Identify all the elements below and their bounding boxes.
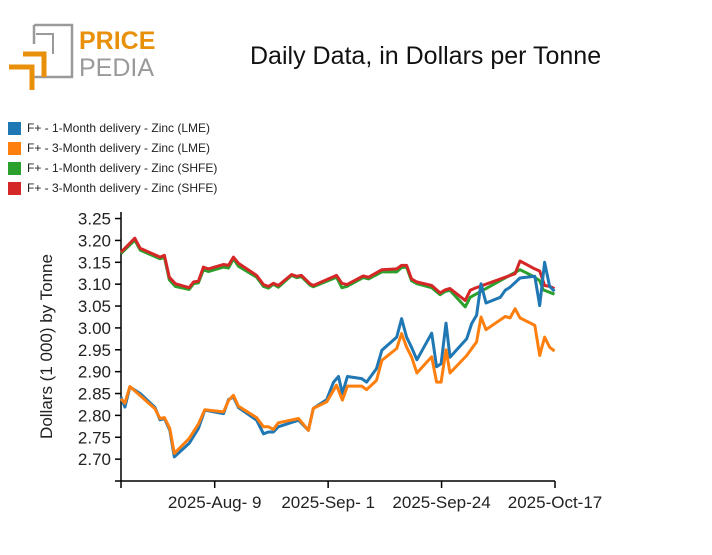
y-tick-label: 2.80 xyxy=(78,406,111,425)
legend-swatch xyxy=(8,161,21,175)
series-line-0 xyxy=(119,260,556,459)
svg-text:PEDIA: PEDIA xyxy=(79,54,154,82)
legend-item[interactable]: F+ - 1-Month delivery - Zinc (SHFE) xyxy=(8,158,217,178)
y-tick-label: 3.10 xyxy=(78,275,111,294)
y-tick-label: 3.15 xyxy=(78,253,111,272)
legend-swatch xyxy=(8,121,21,135)
legend-item[interactable]: F+ - 3-Month delivery - Zinc (LME) xyxy=(8,138,217,158)
pricepedia-logo: PRICE PEDIA xyxy=(9,23,155,90)
legend-label: F+ - 1-Month delivery - Zinc (SHFE) xyxy=(27,161,218,175)
y-tick-label: 2.75 xyxy=(78,428,111,447)
y-tick-label: 3.25 xyxy=(78,210,111,229)
legend-item[interactable]: F+ - 3-Month delivery - Zinc (SHFE) xyxy=(8,178,217,198)
svg-text:PRICE: PRICE xyxy=(79,27,155,55)
legend-swatch xyxy=(8,141,21,155)
legend: F+ - 1-Month delivery - Zinc (LME) F+ - 3… xyxy=(8,118,217,198)
series-line-3 xyxy=(119,236,556,302)
legend-swatch xyxy=(8,181,21,195)
legend-label: F+ - 1-Month delivery - Zinc (LME) xyxy=(27,121,211,135)
y-tick-label: 2.70 xyxy=(78,450,111,469)
chart-title: Daily Data, in Dollars per Tonne xyxy=(250,42,602,70)
y-tick-label: 2.95 xyxy=(78,341,111,360)
series-line-1 xyxy=(119,307,556,455)
x-tick-label: 2025-Sep- 1 xyxy=(281,493,375,512)
legend-item[interactable]: F+ - 1-Month delivery - Zinc (LME) xyxy=(8,118,217,138)
legend-label: F+ - 3-Month delivery - Zinc (SHFE) xyxy=(27,181,218,195)
y-tick-label: 2.90 xyxy=(78,363,111,382)
y-tick-label: 3.20 xyxy=(78,231,111,250)
y-tick-label: 3.05 xyxy=(78,297,111,316)
x-tick-label: 2025-Oct-17 xyxy=(508,493,603,512)
y-tick-label: 2.85 xyxy=(78,385,111,404)
y-tick-label: 3.00 xyxy=(78,319,111,338)
y-axis-label: Dollars (1 000) by Tonne xyxy=(37,254,56,439)
series-line-2 xyxy=(119,238,556,309)
x-tick-label: 2025-Sep-24 xyxy=(392,493,490,512)
legend-label: F+ - 3-Month delivery - Zinc (LME) xyxy=(27,141,211,155)
x-tick-label: 2025-Aug- 9 xyxy=(168,493,262,512)
